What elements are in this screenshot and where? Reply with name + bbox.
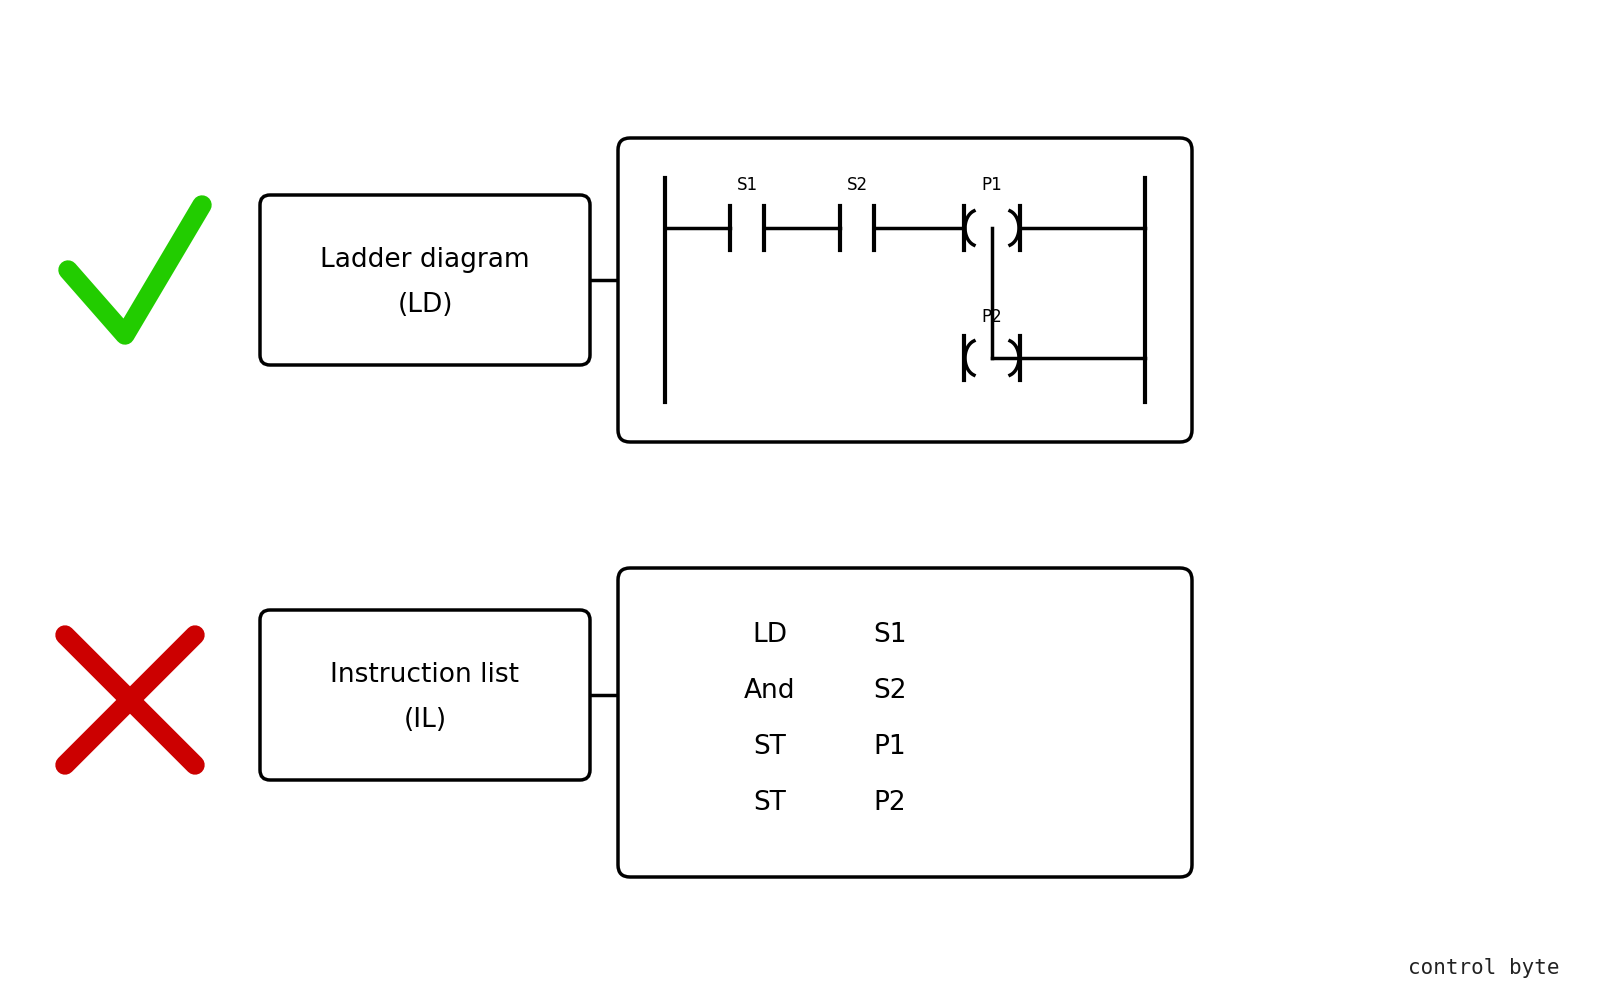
Text: control byte: control byte [1408, 958, 1560, 978]
Text: S1: S1 [874, 622, 907, 648]
FancyBboxPatch shape [259, 195, 590, 365]
FancyBboxPatch shape [618, 568, 1192, 877]
Text: Ladder diagram: Ladder diagram [320, 247, 530, 273]
Text: S1: S1 [736, 176, 757, 194]
Text: P2: P2 [982, 308, 1002, 326]
Text: S2: S2 [874, 678, 907, 704]
Text: ST: ST [754, 790, 787, 816]
Text: S2: S2 [846, 176, 867, 194]
Text: And: And [744, 678, 795, 704]
Text: (IL): (IL) [403, 707, 446, 733]
Text: (LD): (LD) [397, 292, 453, 318]
Text: P1: P1 [982, 176, 1002, 194]
Text: ST: ST [754, 734, 787, 760]
Text: P2: P2 [874, 790, 906, 816]
FancyBboxPatch shape [618, 138, 1192, 442]
Text: Instruction list: Instruction list [331, 662, 520, 688]
FancyBboxPatch shape [259, 610, 590, 780]
Text: P1: P1 [874, 734, 906, 760]
Text: LD: LD [752, 622, 787, 648]
